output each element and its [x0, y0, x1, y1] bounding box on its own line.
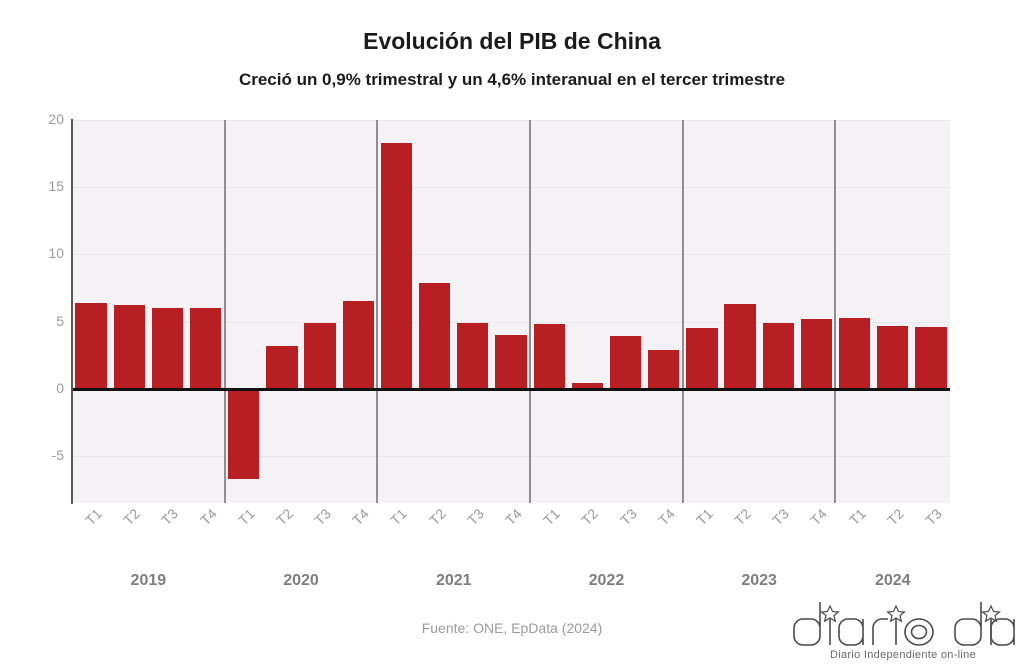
bar	[75, 302, 107, 389]
x-axis-tick-label: T1	[540, 505, 564, 529]
bar	[189, 308, 222, 389]
grid-line	[72, 120, 950, 121]
y-axis-tick-label: 20	[48, 111, 64, 127]
logo-tagline: Diario Independiente on-line	[830, 649, 976, 661]
zero-baseline	[72, 387, 950, 391]
y-axis-tick-label: 0	[56, 379, 64, 396]
x-axis-tick-label: T4	[349, 505, 373, 529]
year-group-label: 2021	[435, 572, 472, 589]
year-group-label: 2024	[874, 572, 911, 589]
x-axis-tick-label: T2	[120, 505, 144, 529]
y-axis-tick-label: -5	[51, 446, 64, 463]
x-axis-tick-label: T1	[692, 505, 716, 529]
bar	[304, 322, 336, 389]
diario-dia-logo: Diario Independiente on-line	[790, 596, 1016, 661]
grid-line	[72, 254, 950, 256]
y-axis-line	[71, 119, 73, 504]
y-axis-tick-label: 15	[48, 178, 64, 195]
grid-line	[72, 321, 950, 323]
x-axis-tick-label: T3	[769, 505, 793, 529]
bar	[266, 345, 298, 389]
bar	[419, 282, 451, 389]
grid-line	[72, 187, 950, 189]
source-note: Fuente: ONE, EpData (2024)	[421, 620, 603, 636]
bar	[915, 326, 947, 389]
bar	[724, 304, 756, 389]
x-axis-tick-label: T1	[387, 505, 411, 529]
bar	[686, 328, 718, 389]
bar	[609, 336, 642, 389]
chart-subtitle: Creció un 0,9% trimestral y un 4,6% inte…	[238, 70, 786, 89]
x-axis-tick-label: T2	[425, 505, 449, 529]
chart-title: Evolución del PIB de China	[363, 28, 661, 54]
y-axis-tick-label: 5	[56, 312, 64, 329]
bar	[648, 349, 680, 389]
bar	[762, 322, 794, 389]
year-group-label: 2020	[283, 572, 319, 589]
x-axis-tick-label: T1	[234, 505, 258, 529]
x-axis-tick-label: T2	[272, 505, 296, 529]
x-axis-tick-label: T2	[731, 505, 754, 529]
x-axis-tick-label: T4	[502, 505, 525, 529]
x-axis-tick-label: T1	[82, 505, 105, 529]
bar	[571, 383, 603, 389]
bar	[380, 142, 413, 389]
x-axis-tick-label: T3	[616, 505, 640, 529]
year-separator	[376, 120, 379, 503]
x-axis-tick-label: T4	[807, 505, 831, 529]
x-axis-tick-label: T4	[196, 505, 220, 529]
x-axis-tick-label: T2	[883, 505, 907, 529]
year-separator	[834, 120, 837, 503]
logo-wordmark-icon	[793, 602, 1015, 646]
x-axis-tick-label: T1	[845, 505, 869, 529]
bar	[113, 305, 145, 389]
bar	[800, 318, 833, 389]
x-axis-tick-label: T2	[578, 505, 602, 529]
year-separator	[223, 120, 226, 503]
grid-line	[72, 455, 950, 457]
plot-area	[72, 120, 950, 503]
year-separator	[681, 120, 684, 503]
bar	[457, 322, 489, 389]
year-group-label: 2019	[130, 572, 167, 589]
bar	[533, 324, 565, 389]
year-group-label: 2023	[741, 572, 777, 589]
x-axis-tick-label: T3	[311, 505, 334, 529]
x-axis-tick-label: T3	[158, 505, 182, 529]
bar	[228, 388, 260, 479]
bar	[877, 325, 909, 389]
x-axis-tick-label: T3	[921, 505, 945, 529]
x-axis-tick-label: T3	[463, 505, 487, 529]
y-axis-tick-label: 10	[48, 245, 64, 262]
bar	[151, 308, 184, 389]
bar	[838, 317, 871, 389]
bar	[495, 335, 527, 389]
x-axis-tick-label: T4	[654, 505, 678, 529]
year-separator	[529, 120, 532, 503]
bar	[342, 301, 374, 389]
year-group-label: 2022	[588, 572, 625, 589]
